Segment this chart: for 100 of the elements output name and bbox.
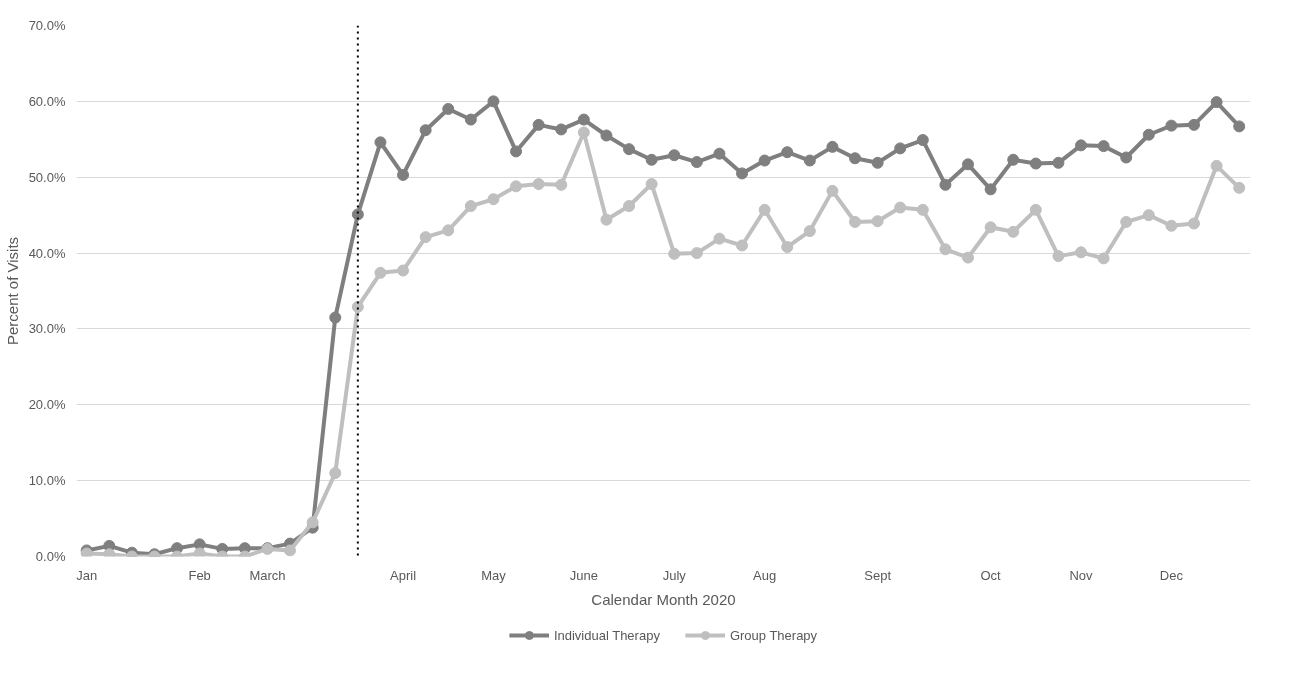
point [1052,156,1065,169]
point [713,147,726,160]
point [645,178,658,191]
point [894,201,907,214]
point [510,180,523,193]
point [1029,157,1042,170]
point [532,178,545,191]
point [419,231,432,244]
x-tick-label: Oct [980,567,1002,583]
point [419,124,432,137]
point [1188,217,1200,230]
point [690,247,703,260]
point [442,224,455,237]
point [487,95,500,108]
legend-label: Individual Therapy [553,627,660,643]
point [668,247,681,260]
point [645,153,658,166]
y-tick-label: 70.0% [28,18,66,33]
point [600,213,613,226]
point [442,102,455,115]
point [397,264,410,277]
point [871,215,884,228]
x-tick-label: Dec [1159,567,1184,583]
point [329,311,342,324]
point [555,178,568,191]
point [668,149,681,162]
point [1097,252,1110,265]
point [374,136,387,149]
point [939,178,952,191]
point [803,154,816,167]
point [849,215,862,228]
y-tick-label: 10.0% [28,473,66,489]
point [713,232,726,245]
y-tick-label: 0.0% [35,549,66,564]
point [600,129,613,142]
point [1120,151,1133,164]
point [871,156,884,169]
x-tick-label: May [481,567,507,583]
point [1210,159,1223,172]
point [284,544,297,557]
point [1233,120,1246,133]
point [916,203,929,216]
point [351,208,364,221]
point [1142,128,1155,141]
y-tick-label: 30.0% [28,321,66,337]
point [193,547,206,557]
x-axis-title: Calendar Month 2020 [591,590,736,608]
legend-label: Group Therapy [729,627,818,643]
point [1142,209,1155,222]
point [1233,181,1246,194]
point [1007,225,1020,238]
y-tick-label: 20.0% [28,397,66,413]
point [826,140,839,153]
point [803,225,816,238]
point [1165,119,1178,132]
point [781,146,794,159]
y-tick-label: 60.0% [28,93,66,109]
point [690,156,703,169]
x-tick-label: Jan [76,567,98,583]
point [1007,153,1020,166]
x-tick-label: Feb [188,567,211,583]
point [894,142,907,155]
x-tick-label: April [390,567,417,583]
point [623,143,636,156]
point [1165,219,1178,232]
point [329,467,342,480]
point [939,243,952,256]
point [826,184,839,197]
x-tick-label: Aug [753,567,777,583]
point [464,200,477,213]
point [962,158,975,171]
point [1210,96,1223,109]
point [374,266,387,279]
point [464,113,477,126]
point [1029,203,1042,216]
point [849,152,862,165]
point [1097,140,1110,153]
point [781,241,794,253]
x-tick-label: Nov [1069,567,1094,583]
point [1075,139,1088,152]
point [758,154,771,167]
point [577,113,590,126]
point [916,134,929,147]
point [1120,215,1133,228]
point [758,203,771,216]
point [351,300,364,313]
x-tick-label: July [662,567,687,583]
point [487,193,500,206]
x-tick-label: March [249,567,286,583]
point [397,168,410,181]
y-tick-label: 50.0% [28,169,66,185]
point [736,239,749,252]
point [962,251,975,264]
y-axis-title: Percent of Visits [3,236,21,346]
point [1188,118,1200,131]
point [623,200,636,213]
x-tick-label: June [569,567,598,583]
point [555,123,568,136]
point [532,118,545,131]
point [984,221,997,234]
